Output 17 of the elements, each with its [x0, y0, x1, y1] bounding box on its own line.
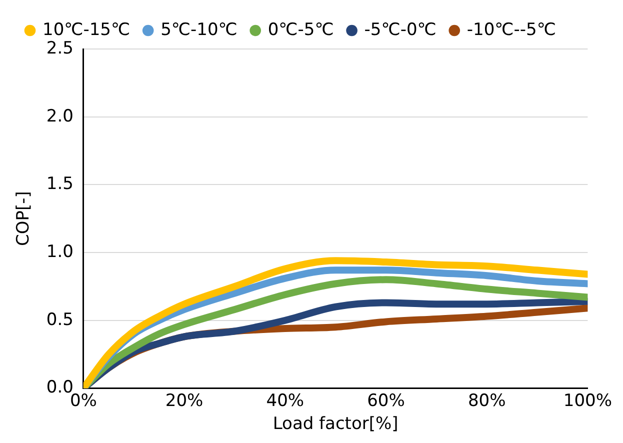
x-tick-label: 100% [563, 390, 612, 411]
x-tick-label: 20% [165, 390, 204, 411]
x-tick-label: 60% [367, 390, 405, 411]
legend-label: 10℃-15℃ [42, 20, 130, 40]
y-tick-label: 0.5 [46, 310, 74, 330]
legend-label: -10℃--5℃ [466, 20, 556, 40]
y-tick-label: 1.0 [46, 242, 74, 262]
x-tick-label: 80% [468, 390, 506, 411]
legend-label: -5℃-0℃ [364, 20, 436, 40]
y-tick-label: 2.0 [46, 106, 74, 126]
y-tick-label: 1.5 [46, 174, 74, 194]
legend-label: 5℃-10℃ [160, 20, 238, 40]
x-axis-title: Load factor[%] [272, 414, 398, 434]
legend-label: 0℃-5℃ [268, 20, 334, 40]
x-tick-label: 40% [266, 390, 304, 411]
y-axis-title: COP[-] [14, 191, 34, 246]
y-tick-label: 2.5 [46, 38, 74, 58]
